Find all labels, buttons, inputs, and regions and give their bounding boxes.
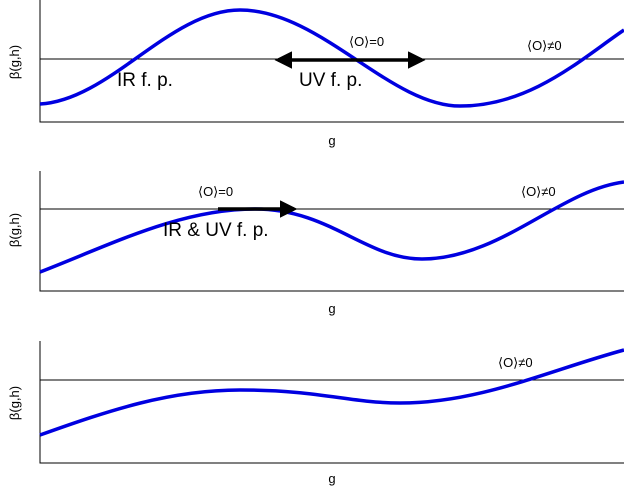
panel-2-vev-nonzero-label: ⟨O⟩≠0 <box>521 184 556 199</box>
panel-1-vev-nonzero-label: ⟨O⟩≠0 <box>527 38 562 53</box>
panel-1-ylabel: β(g,h) <box>7 45 22 79</box>
panel-3-beta-curve <box>39 348 624 437</box>
panel-1-vev-zero-label: ⟨O⟩=0 <box>349 34 384 49</box>
panel-3-frame <box>39 341 624 464</box>
panel-1-xlabel: g <box>328 133 335 148</box>
panel-1: IR f. p. UV f. p. ⟨O⟩=0 ⟨O⟩≠0 β(g,h) g <box>7 0 624 148</box>
panel-2-vev-zero-label: ⟨O⟩=0 <box>198 184 233 199</box>
panel-1-ir-label: IR f. p. <box>117 70 173 91</box>
panel-1-uv-label: UV f. p. <box>299 70 362 91</box>
panel-3-xlabel: g <box>328 471 335 486</box>
panel-2-ir-uv-label: IR & UV f. p. <box>163 220 269 241</box>
panel-2: IR & UV f. p. ⟨O⟩=0 ⟨O⟩≠0 β(g,h) g <box>7 171 624 316</box>
panel-3-vev-nonzero-label: ⟨O⟩≠0 <box>498 355 533 370</box>
panel-2-frame <box>39 171 624 292</box>
panel-3: ⟨O⟩≠0 β(g,h) g <box>7 341 624 486</box>
panel-1-beta-curve <box>39 8 624 108</box>
panel-3-ylabel: β(g,h) <box>7 386 22 420</box>
panel-2-ylabel: β(g,h) <box>7 213 22 247</box>
panel-2-xlabel: g <box>328 301 335 316</box>
panel-1-frame <box>39 0 624 123</box>
panel-2-beta-curve <box>39 180 624 274</box>
